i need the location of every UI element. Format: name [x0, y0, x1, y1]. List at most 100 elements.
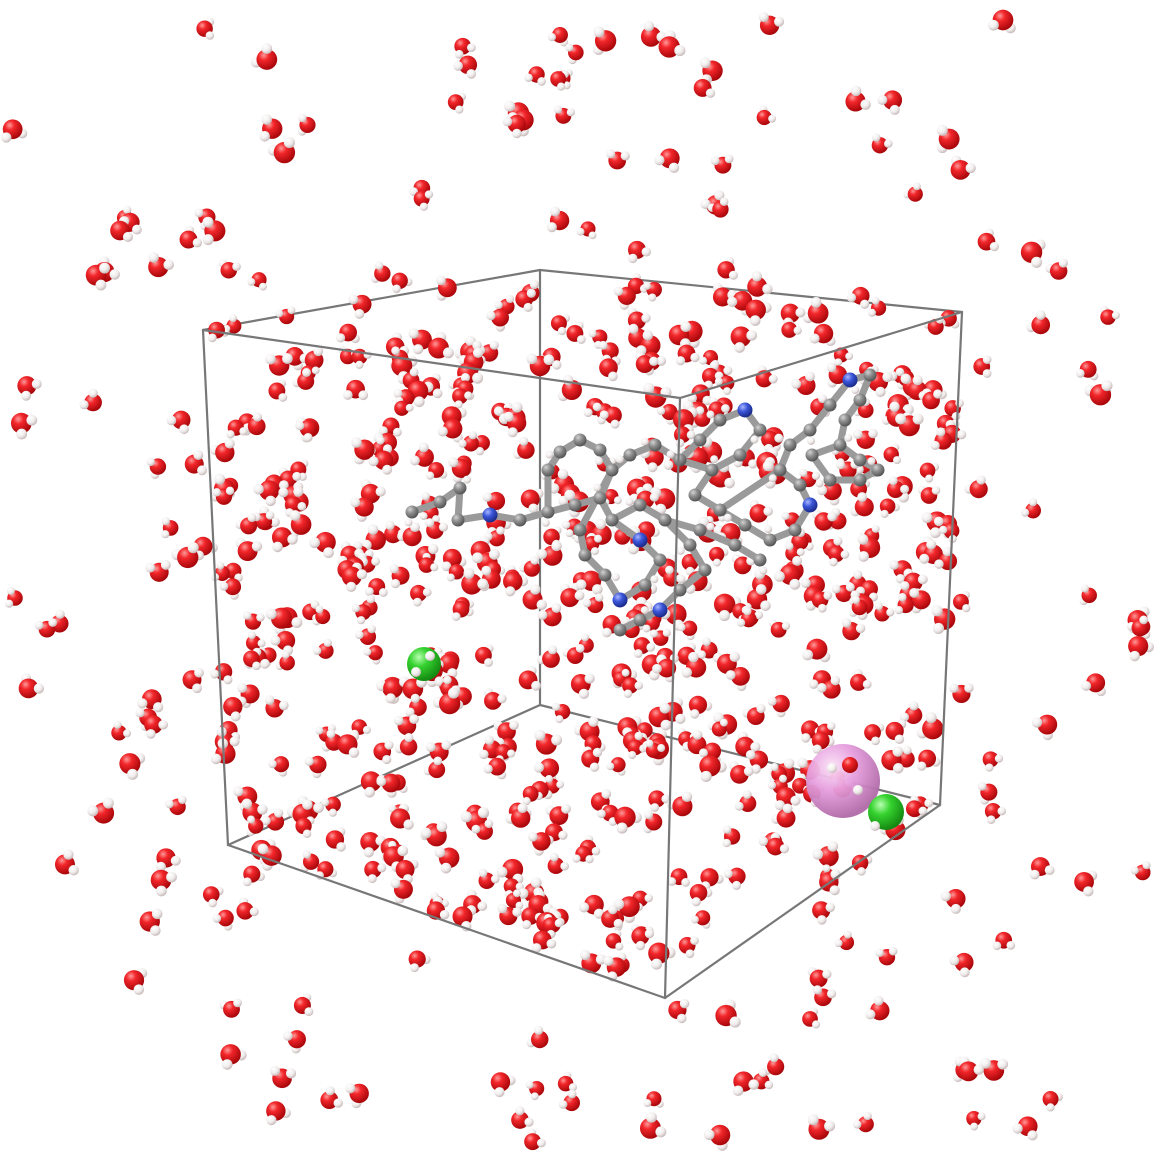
hydrogen-atom — [419, 512, 428, 521]
hydrogen-atom — [425, 651, 435, 661]
hydrogen-atom — [924, 474, 934, 483]
water-molecule — [885, 719, 907, 744]
water-molecule — [235, 513, 258, 535]
hydrogen-atom — [328, 808, 337, 817]
hydrogen-atom — [376, 776, 387, 787]
cation — [806, 744, 880, 818]
oxygen-atom — [272, 756, 290, 773]
water-molecule — [144, 715, 169, 739]
water-molecule — [599, 406, 622, 429]
water-molecule — [123, 967, 148, 995]
water-molecule — [10, 412, 38, 440]
hydrogen-atom — [853, 785, 863, 795]
water-molecule — [288, 510, 312, 538]
water-molecule — [1100, 305, 1120, 325]
water-molecule — [693, 74, 716, 98]
hydrogen-atom — [194, 208, 204, 218]
hydrogen-atom — [522, 920, 532, 930]
water-molecule — [18, 673, 45, 699]
water-molecule — [325, 826, 346, 852]
water-molecule — [536, 540, 563, 566]
water-molecule — [852, 428, 878, 449]
hydrogen-atom — [833, 536, 843, 546]
water-molecule — [949, 683, 974, 704]
oxygen-atom — [381, 773, 401, 793]
hydrogen-atom — [659, 702, 671, 714]
hydrogen-atom — [768, 781, 777, 790]
oxygen-atom — [484, 691, 502, 710]
hydrogen-atom — [410, 963, 419, 973]
water-molecule — [461, 567, 489, 595]
hydrogen-atom — [257, 639, 266, 648]
oxygen-atom — [842, 757, 858, 773]
hydrogen-atom — [454, 49, 464, 59]
hydrogen-atom — [644, 929, 655, 939]
water-molecule — [1074, 870, 1098, 897]
hydrogen-atom — [55, 609, 65, 619]
water-molecule — [295, 816, 315, 839]
oxygen-atom — [418, 557, 435, 573]
hydrogen-atom — [443, 675, 452, 685]
carbon-atom — [673, 453, 687, 467]
oxygen-atom — [490, 1072, 511, 1092]
hydrogen-atom — [592, 402, 602, 412]
hydrogen-atom — [646, 642, 656, 652]
hydrogen-atom — [874, 602, 883, 611]
water-molecule — [894, 593, 914, 615]
hydrogen-atom — [1075, 368, 1085, 378]
oxygen-atom — [982, 751, 999, 768]
oxygen-atom — [202, 886, 220, 903]
hydrogen-atom — [774, 570, 785, 582]
hydrogen-atom — [964, 683, 974, 693]
carbon-atom — [788, 523, 802, 537]
water-molecule — [636, 486, 659, 509]
hydrogen-atom — [932, 622, 945, 635]
water-molecule — [1126, 615, 1149, 637]
water-molecule — [219, 578, 242, 600]
hydrogen-atom — [467, 43, 476, 53]
hydrogen-atom — [677, 1013, 687, 1024]
hydrogen-atom — [558, 830, 568, 840]
water-molecule — [857, 534, 881, 562]
hydrogen-atom — [982, 369, 992, 378]
hydrogen-atom — [723, 387, 732, 396]
oxygen-atom — [857, 402, 874, 419]
carbon-atom — [673, 583, 687, 597]
hydrogen-atom — [392, 284, 401, 294]
hydrogen-atom — [233, 998, 242, 1008]
oxygen-atom — [689, 883, 708, 902]
hydrogen-atom — [371, 556, 380, 566]
hydrogen-atom — [615, 455, 624, 464]
hydrogen-atom — [364, 587, 374, 596]
hydrogen-atom — [362, 725, 371, 735]
water-molecule — [458, 431, 479, 452]
hydrogen-atom — [840, 550, 850, 559]
hydrogen-atom — [6, 586, 15, 595]
water-molecule — [351, 604, 372, 625]
hydrogen-atom — [643, 382, 655, 394]
hydrogen-atom — [321, 798, 330, 807]
hydrogen-atom — [585, 855, 594, 864]
water-molecule — [874, 602, 895, 622]
water-molecule — [949, 952, 974, 978]
hydrogen-atom — [79, 400, 89, 410]
hydrogen-atom — [889, 104, 900, 115]
hydrogen-atom — [481, 565, 492, 576]
hydrogen-atom — [642, 329, 654, 341]
carbon-atom — [863, 368, 877, 382]
hydrogen-atom — [660, 719, 672, 731]
hydrogen-atom — [355, 630, 364, 640]
hydrogen-atom — [871, 133, 881, 142]
hydrogen-atom — [691, 897, 701, 907]
hydrogen-atom — [572, 854, 581, 863]
hydrogen-atom — [161, 530, 170, 539]
hydrogen-atom — [509, 720, 519, 731]
hydrogen-atom — [938, 525, 948, 535]
hydrogen-atom — [304, 1007, 314, 1017]
hydrogen-atom — [931, 605, 943, 617]
carbon-atom — [688, 488, 702, 502]
water-molecule — [452, 905, 477, 932]
carbon-atom — [613, 623, 627, 637]
oxygen-atom — [845, 91, 866, 112]
water-molecule — [940, 888, 966, 915]
